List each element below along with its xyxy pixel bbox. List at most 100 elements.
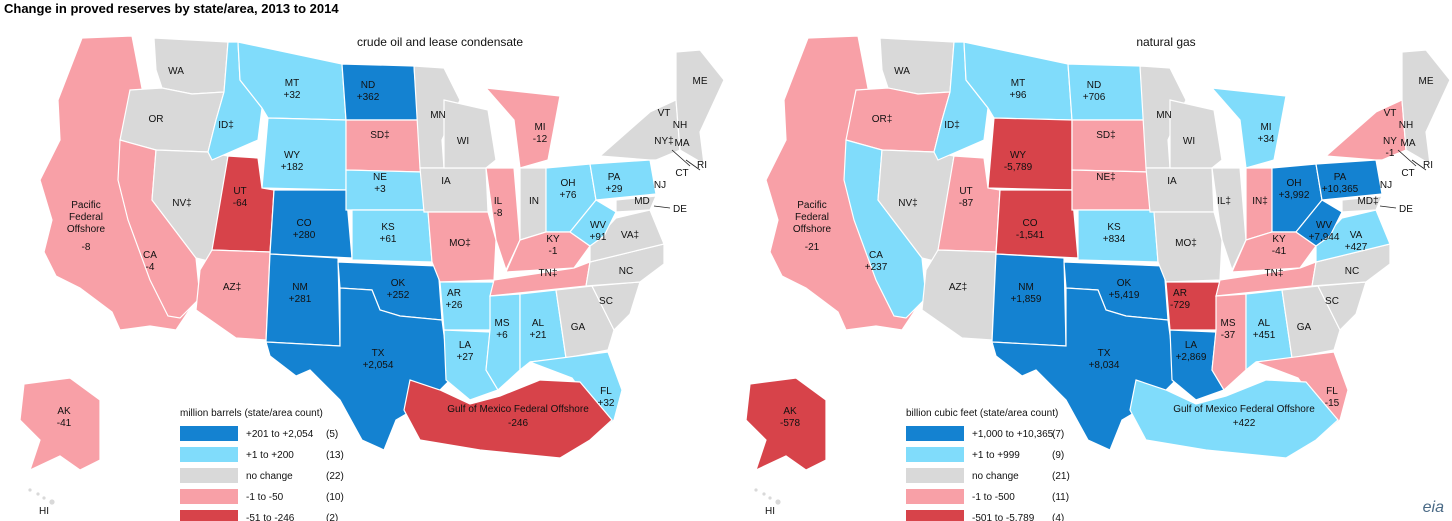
label-nd: ND <box>361 80 375 91</box>
region-ms <box>485 293 521 391</box>
value-tx: +8,034 <box>1089 360 1120 371</box>
legend-count: (10) <box>326 492 344 503</box>
region-ga <box>1281 285 1341 359</box>
value-nd: +362 <box>357 92 380 103</box>
region-ga <box>555 285 615 359</box>
legend-label: no change <box>972 471 1019 482</box>
eia-logo: eia <box>1422 499 1444 516</box>
label-ny: NY <box>1383 136 1397 147</box>
leader-line <box>671 149 691 167</box>
label-nc: NC <box>619 266 633 277</box>
legend-swatch-light-blue <box>180 447 238 462</box>
legend-count: (13) <box>326 450 344 461</box>
label-ne: NE <box>373 172 387 183</box>
label-md: MD‡ <box>1357 196 1378 207</box>
label-md: MD <box>634 196 650 207</box>
label-in: IN <box>529 196 539 207</box>
map-subtitle: crude oil and lease condensate <box>357 35 523 49</box>
value-oh: +3,992 <box>1279 190 1310 201</box>
label-al: AL <box>1258 318 1271 329</box>
label-id: ID‡ <box>944 120 960 131</box>
label-nm: NM <box>1018 282 1034 293</box>
value-ks: +61 <box>380 234 397 245</box>
region-wi <box>1169 99 1223 169</box>
value-il: -8 <box>494 208 503 219</box>
region-nd <box>1067 63 1145 121</box>
region-az <box>195 249 271 341</box>
label-pac: Pacific Federal Offshore <box>67 200 106 235</box>
label-de: DE <box>673 204 687 215</box>
label-hi: HI <box>765 506 775 517</box>
region-wv <box>569 199 617 247</box>
value-ne: +3 <box>374 184 386 195</box>
legend-count: (22) <box>326 471 344 482</box>
label-ms: MS <box>1221 318 1236 329</box>
label-fl: FL <box>1326 386 1338 397</box>
region-mi <box>484 87 561 169</box>
label-nj: NJ <box>1380 180 1392 191</box>
label-az: AZ‡ <box>949 282 967 293</box>
label-wv: WV <box>590 220 606 231</box>
hawaii-island <box>49 499 55 505</box>
value-ms: +6 <box>496 330 508 341</box>
label-ky: KY <box>546 234 560 245</box>
region-mi <box>1210 87 1287 169</box>
label-ut: UT <box>959 186 972 197</box>
label-wa: WA <box>168 66 184 77</box>
label-wi: WI <box>1183 136 1195 147</box>
value-ky: -1 <box>549 246 558 257</box>
label-ak: AK <box>783 406 797 417</box>
legend-label: +1,000 to +10,365 <box>972 429 1054 440</box>
label-nv: NV‡ <box>172 198 191 209</box>
region-wi <box>443 99 497 169</box>
label-pa: PA <box>1334 172 1347 183</box>
legend-swatch-pink <box>906 489 964 504</box>
label-gom: Gulf of Mexico Federal Offshore <box>447 404 589 415</box>
region-or <box>119 87 225 153</box>
hawaii-island <box>754 488 758 492</box>
value-gom: +422 <box>1233 418 1256 429</box>
label-vt: VT <box>658 108 671 119</box>
region-wv <box>1295 199 1343 247</box>
hawaii-island <box>775 499 781 505</box>
value-ut: -87 <box>959 198 974 209</box>
value-ca: -4 <box>146 262 155 273</box>
value-mi: +34 <box>1258 134 1275 145</box>
region-ne_states <box>675 49 725 166</box>
region-wy <box>261 117 347 191</box>
legend: billion cubic feet (state/area count) +1,… <box>906 408 1070 521</box>
label-ar: AR <box>447 288 461 299</box>
hawaii-island <box>28 488 32 492</box>
region-pa <box>589 159 657 201</box>
label-va: VA‡ <box>621 230 639 241</box>
region-gom <box>403 379 613 459</box>
value-oh: +76 <box>560 190 577 201</box>
label-de: DE <box>1399 204 1413 215</box>
label-ga: GA <box>1297 322 1312 333</box>
label-hi: HI <box>39 506 49 517</box>
label-la: LA <box>1185 340 1198 351</box>
label-va: VA <box>1350 230 1363 241</box>
value-pac: -8 <box>82 242 91 253</box>
legend-label: +1 to +200 <box>246 450 294 461</box>
region-sd <box>1071 119 1149 173</box>
label-oh: OH <box>1287 178 1302 189</box>
legend: million barrels (state/area count) +201 t… <box>180 408 344 521</box>
value-wy: +182 <box>281 162 304 173</box>
label-mt: MT <box>285 78 299 89</box>
leader-line <box>1411 159 1427 171</box>
label-ma: MA <box>675 138 690 149</box>
label-mt: MT <box>1011 78 1025 89</box>
label-gom: Gulf of Mexico Federal Offshore <box>1173 404 1315 415</box>
region-md <box>1341 195 1383 213</box>
legend-label: -1 to -500 <box>972 492 1015 503</box>
legend-count: (2) <box>326 513 338 521</box>
hawaii-island <box>36 492 40 496</box>
value-mi: -12 <box>533 134 548 145</box>
region-ne <box>345 169 429 211</box>
value-nd: +706 <box>1083 92 1106 103</box>
label-al: AL <box>532 318 545 329</box>
hawaii-island <box>762 492 766 496</box>
label-mn: MN <box>1156 110 1172 121</box>
